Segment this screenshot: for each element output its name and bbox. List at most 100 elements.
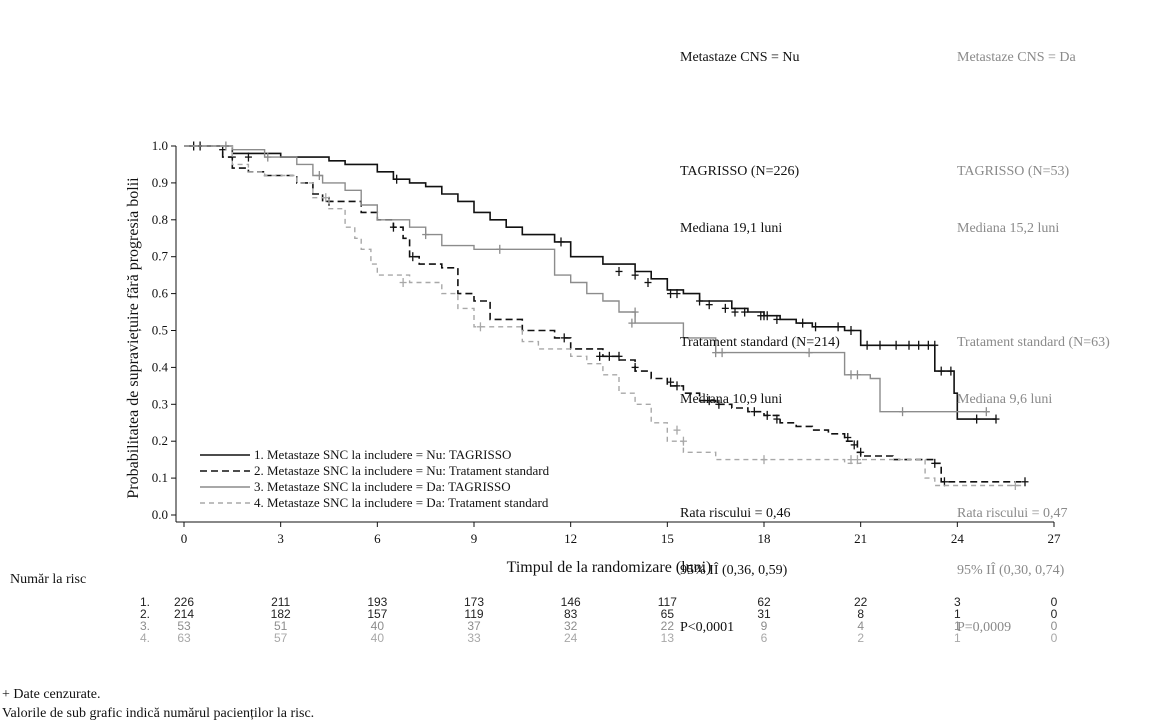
- risk-value: 211: [271, 595, 290, 609]
- risk-value: 3: [954, 595, 961, 609]
- censor-mark: [863, 340, 871, 350]
- censor-mark: [857, 447, 865, 457]
- stats-panel-no-cns: Metastaze CNS = Nu TAGRISSO (N=226) Medi…: [680, 10, 840, 656]
- censor-mark: [812, 322, 820, 332]
- x-tick-label: 9: [471, 531, 478, 546]
- censor-mark: [799, 318, 807, 328]
- risk-value: 13: [661, 631, 675, 645]
- censor-mark: [399, 278, 407, 288]
- censor-mark: [931, 458, 939, 468]
- standard-median: Mediana 10,9 luni: [680, 392, 783, 407]
- censor-mark: [628, 318, 636, 328]
- risk-value: 22: [854, 595, 868, 609]
- risk-value: 0: [1051, 631, 1058, 645]
- censor-mark: [673, 381, 681, 391]
- risk-value: 24: [564, 631, 578, 645]
- censor-mark: [937, 366, 945, 376]
- risk-value: 65: [661, 607, 675, 621]
- censor-mark: [244, 152, 252, 162]
- y-tick-label: 0.4: [152, 359, 169, 374]
- censor-mark: [850, 440, 858, 450]
- y-tick-label: 0.9: [152, 175, 168, 190]
- censor-mark: [667, 289, 675, 299]
- censor-mark: [899, 407, 907, 417]
- censor-mark: [605, 351, 613, 361]
- risk-value: 146: [561, 595, 581, 609]
- x-tick-label: 15: [661, 531, 674, 546]
- censor-mark: [673, 289, 681, 299]
- censor-mark: [673, 425, 681, 435]
- censor-mark: [750, 407, 758, 417]
- censor-mark: [992, 414, 1000, 424]
- censor-mark: [763, 311, 771, 321]
- y-tick-label: 0.0: [152, 507, 168, 522]
- censor-mark: [615, 351, 623, 361]
- risk-value: 4: [857, 619, 864, 633]
- censor-mark: [409, 252, 417, 262]
- risk-value: 119: [464, 607, 483, 621]
- censor-mark: [631, 362, 639, 372]
- censor-mark: [315, 171, 323, 181]
- censor-mark: [389, 222, 397, 232]
- censor-mark: [947, 366, 955, 376]
- censor-mark: [631, 270, 639, 280]
- censor-mark: [712, 348, 720, 358]
- risk-value: 32: [564, 619, 578, 633]
- risk-value: 214: [174, 607, 194, 621]
- censor-mark: [696, 296, 704, 306]
- y-tick-label: 1.0: [152, 138, 168, 153]
- censor-mark: [667, 377, 675, 387]
- x-tick-label: 0: [181, 531, 188, 546]
- y-tick-label: 0.3: [152, 396, 168, 411]
- censor-mark: [476, 322, 484, 332]
- censor-mark: [560, 333, 568, 343]
- censor-mark: [615, 266, 623, 276]
- tagrisso-n: TAGRISSO (N=226): [680, 164, 800, 179]
- censor-mark: [834, 322, 842, 332]
- censor-mark: [982, 407, 990, 417]
- x-tick-label: 3: [277, 531, 284, 546]
- y-tick-label: 0.1: [152, 470, 168, 485]
- series-line-1: [184, 145, 996, 420]
- y-tick-label: 0.5: [152, 323, 168, 338]
- censor-mark: [557, 237, 565, 247]
- risk-value: 83: [564, 607, 578, 621]
- censor-mark: [847, 326, 855, 335]
- censor-mark: [931, 340, 939, 350]
- chart-curves: [184, 141, 1029, 490]
- censor-mark: [915, 340, 923, 350]
- censor-mark: [644, 278, 652, 288]
- hazard-ratio: Rata riscului = 0,46: [680, 506, 791, 521]
- censor-mark: [905, 340, 913, 350]
- censor-mark: [718, 348, 726, 358]
- censor-mark: [940, 477, 948, 487]
- censor-mark: [844, 433, 852, 443]
- confidence-interval: 95% IÎ (0,36, 0,59): [680, 563, 788, 578]
- risk-value: 53: [177, 619, 191, 633]
- risk-row-label: 2.: [140, 607, 150, 621]
- risk-value: 117: [658, 595, 677, 609]
- censor-mark: [773, 314, 781, 324]
- risk-value: 31: [757, 607, 771, 621]
- tagrisso-median: Mediana 15,2 luni: [957, 221, 1060, 236]
- x-tick-label: 21: [854, 531, 867, 546]
- risk-value: 193: [367, 595, 387, 609]
- p-value: P<0,0001: [680, 620, 735, 635]
- x-tick-label: 18: [758, 531, 771, 546]
- censor-mark: [847, 455, 855, 465]
- x-tick-label: 24: [951, 531, 965, 546]
- censor-mark: [631, 307, 639, 317]
- censor-mark: [847, 370, 855, 380]
- risk-row-label: 3.: [140, 619, 150, 633]
- risk-value: 37: [467, 619, 481, 633]
- tagrisso-median: Mediana 19,1 luni: [680, 221, 783, 236]
- risk-value: 63: [177, 631, 191, 645]
- risk-value: 0: [1051, 595, 1058, 609]
- x-axis-label: Timpul de la randomizare (luni): [507, 559, 712, 576]
- x-tick-label: 27: [1048, 531, 1062, 546]
- censor-mark: [264, 152, 272, 162]
- x-tick-label: 12: [564, 531, 577, 546]
- censor-mark: [973, 414, 981, 424]
